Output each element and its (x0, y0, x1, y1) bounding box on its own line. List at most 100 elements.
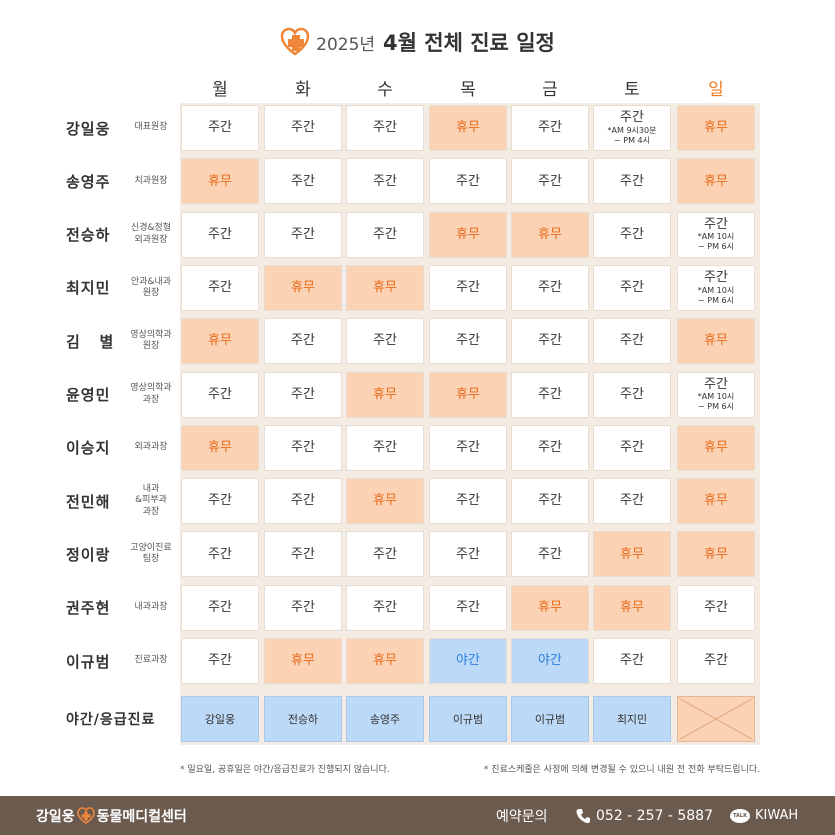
schedule-cell: 주간 (264, 531, 342, 578)
cell-status: 주간 (456, 280, 480, 296)
note-left: * 일요일, 공휴일은 야간/응급진료가 진행되지 않습니다. (180, 765, 390, 775)
cell-status: 휴무 (208, 173, 232, 189)
cell-status: 휴무 (208, 333, 232, 349)
doctor-name: 윤영민 (66, 386, 111, 404)
schedule-cell: 주간 (593, 318, 671, 365)
cell-hours: ~ PM 6시 (698, 242, 734, 252)
kakao-id: KIWAH (755, 808, 799, 823)
cell-status: 주간 (208, 120, 232, 136)
day-header: 수 (377, 79, 393, 100)
schedule-cell: 주간 (181, 638, 259, 684)
cell-status: 주간 (373, 546, 397, 562)
doctor-name: 이승지 (66, 439, 111, 458)
doctor-role: 진료과장 (134, 655, 168, 666)
cell-hours: *AM 10시 (697, 392, 735, 402)
doctor-row-label: 윤영민 영상의학과 과장 (66, 370, 180, 420)
cell-status: 주간 (620, 440, 644, 455)
doctor-row-label: 이규범 진료과장 (66, 636, 180, 686)
schedule-cell: 주간 (511, 158, 589, 205)
doctor-row-label: 전승하 신경&정형 외과원장 (66, 210, 180, 260)
schedule-cell: 주간 (511, 424, 589, 471)
cell-status: 휴무 (456, 386, 480, 402)
cell-status: 주간 (291, 226, 315, 242)
schedule-cell: 주간 (429, 478, 507, 525)
day-header: 일 (708, 79, 724, 100)
phone-text: 052 - 257 - 5887 (596, 807, 713, 824)
cell-status: 휴무 (538, 226, 562, 242)
doctor-name: 송영주 (66, 172, 111, 191)
schedule-cell: 휴무 (429, 371, 507, 418)
cell-status: 휴무 (538, 599, 562, 615)
cell-status: 주간 (456, 333, 480, 349)
cell-status: 휴무 (456, 120, 480, 136)
emergency-label: 야간/응급진료 (66, 712, 156, 728)
schedule-cell: 주간 (511, 478, 589, 525)
cell-hours: *AM 9시30분 (607, 125, 657, 135)
schedule-cell: 주간 *AM 9시30분 ~ PM 4시 (593, 105, 671, 151)
cell-status: 주간 (373, 440, 397, 455)
emergency-cell: 강일웅 (181, 696, 259, 742)
schedule-cell: 주간 (511, 264, 589, 311)
schedule-cell: 주간 (593, 478, 671, 525)
schedule-cell: 주간 (511, 318, 589, 365)
schedule-cell: 주간 (181, 371, 259, 418)
doctor-role: 외과과장 (134, 442, 168, 453)
schedule-cell: 주간 *AM 10시 ~ PM 6시 (677, 264, 755, 311)
doctor-row-label: 김 별 영상의학과 원장 (66, 316, 180, 366)
kakao-contact[interactable]: TALK KIWAH (730, 808, 798, 823)
emergency-cell: 전승하 (264, 696, 342, 742)
schedule-cell: 주간 (264, 584, 342, 631)
schedule-cell: 휴무 (346, 478, 424, 525)
cell-status: 휴무 (456, 226, 480, 242)
phone-number[interactable]: 052 - 257 - 5887 (576, 808, 713, 824)
schedule-cell: 주간 (511, 105, 589, 151)
cell-status: 휴무 (620, 599, 644, 615)
schedule-cell: 주간 (264, 158, 342, 205)
doctor-name: 강일웅 (66, 119, 111, 138)
schedule-cell: 주간 (264, 211, 342, 258)
emergency-cell: 최지민 (593, 696, 671, 742)
schedule-cell: 휴무 (511, 584, 589, 631)
cell-status: 주간 (373, 333, 397, 349)
cell-status: 휴무 (620, 546, 644, 562)
brand-name-left: 강일웅 (36, 808, 75, 825)
cell-status: 주간 (538, 280, 562, 296)
schedule-cell: 야간 (429, 638, 507, 684)
cell-status: 주간 (620, 386, 644, 402)
doctor-row-label: 정이랑 고양이진료 팀장 (66, 529, 180, 579)
doctor-name: 정이랑 (66, 545, 111, 564)
footer: 강일웅 동물메디컬센터 예약문의 052 - 257 - 5887 TALK K… (0, 796, 835, 835)
schedule-cell: 주간 (264, 371, 342, 418)
cell-status: 주간 (538, 546, 562, 562)
schedule-cell: 휴무 (181, 158, 259, 205)
schedule-cell: 휴무 (677, 105, 755, 151)
cell-status: 주간 (208, 493, 232, 509)
cell-status: 주간 (456, 599, 480, 615)
doctor-role: 내과 &피부과 과장 (135, 484, 167, 517)
schedule-cell: 휴무 (593, 584, 671, 631)
schedule-cell: 주간 (429, 264, 507, 311)
notes: * 일요일, 공휴일은 야간/응급진료가 진행되지 않습니다. * 진료스케줄은… (180, 762, 760, 775)
cell-status: 휴무 (704, 120, 728, 136)
schedule-cell: 주간 (593, 638, 671, 684)
schedule-cell: 휴무 (429, 211, 507, 258)
schedule-cell: 주간 (264, 478, 342, 525)
schedule-cell: 주간 (264, 424, 342, 471)
schedule-cell: 주간 (346, 584, 424, 631)
schedule-cell: 주간 *AM 10시 ~ PM 6시 (677, 211, 755, 258)
day-header: 월 (212, 79, 228, 100)
doctor-name: 전민해 (66, 492, 111, 511)
doctor-row-label: 이승지 외과과장 (66, 423, 180, 473)
schedule-cell: 주간 (181, 105, 259, 151)
emergency-cell: 이규범 (429, 696, 507, 742)
doctor-row-label: 전민해 내과 &피부과 과장 (66, 476, 180, 526)
note-right: * 진료스케줄은 사정에 의해 변경될 수 있으니 내원 전 전화 부탁드립니다… (483, 765, 760, 775)
cell-status: 주간 (373, 173, 397, 189)
cell-status: 주간 (208, 386, 232, 402)
schedule-cell: 주간 (429, 424, 507, 471)
cell-status: 주간 (620, 333, 644, 349)
doctor-role: 신경&정형 외과원장 (130, 223, 172, 245)
title-year: 2025년 (316, 34, 376, 55)
cross-out-icon (679, 698, 753, 740)
cell-status: 주간 (704, 653, 728, 669)
